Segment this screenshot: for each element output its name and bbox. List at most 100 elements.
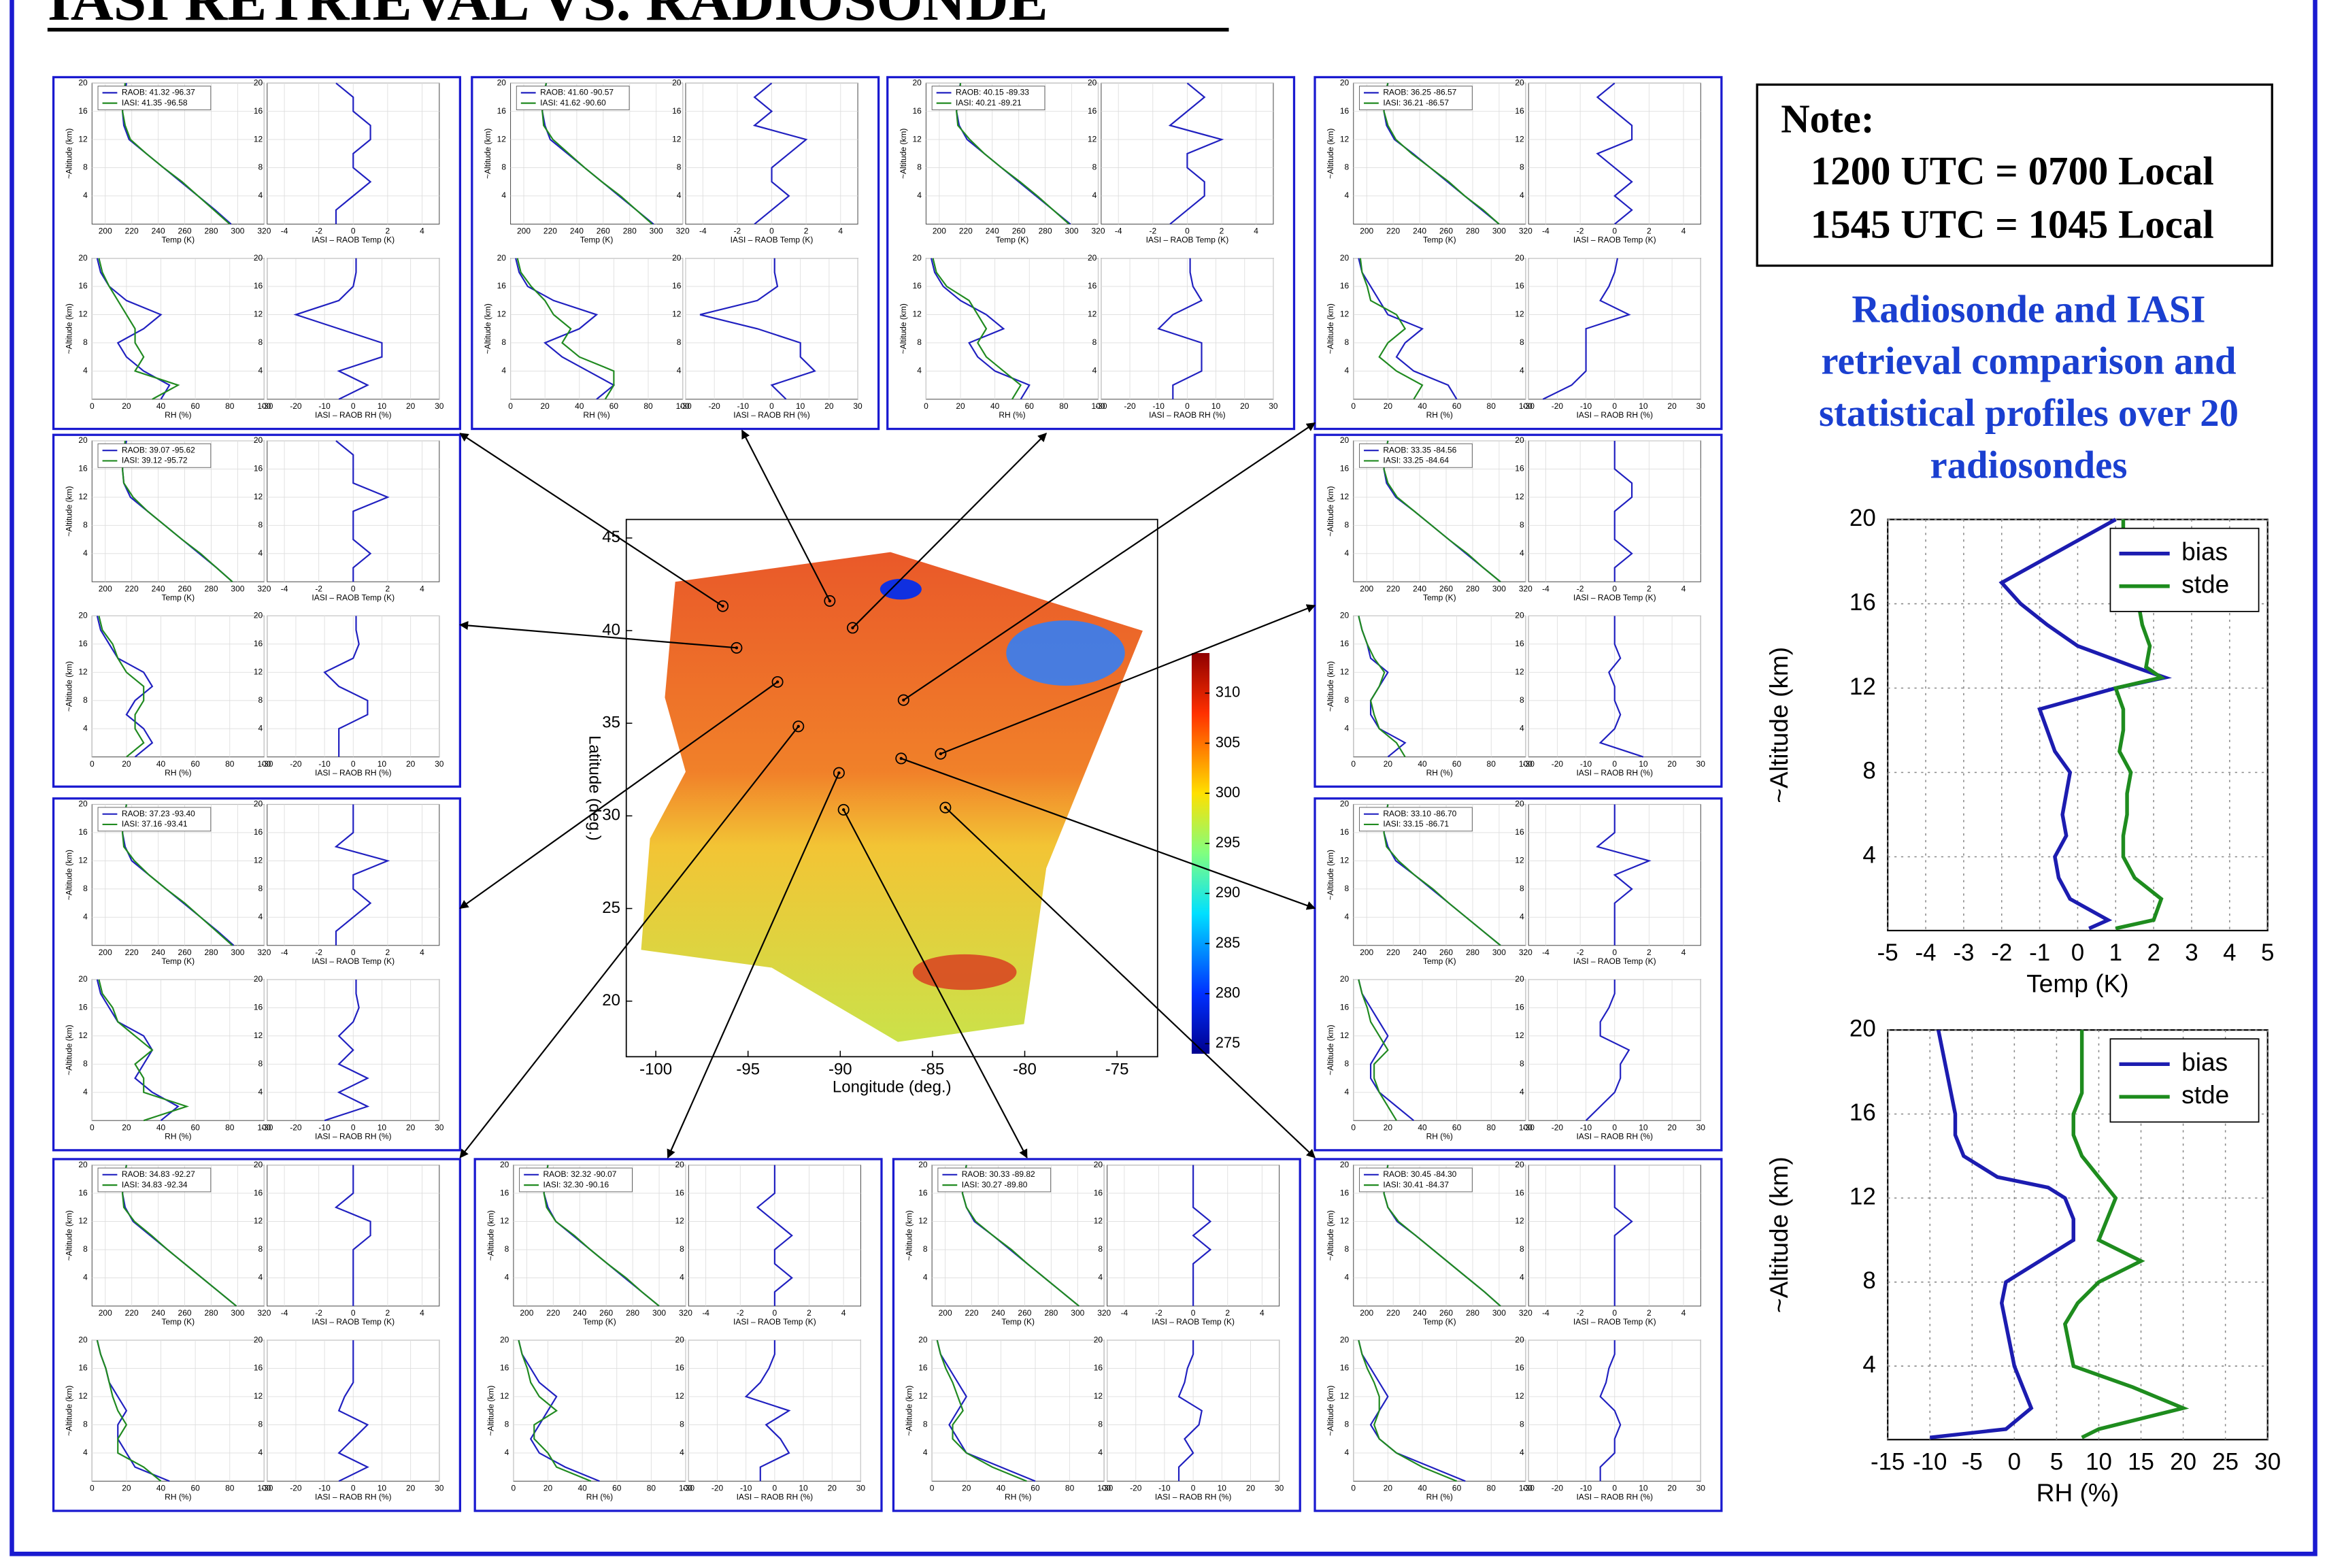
caption-line: retrieval comparison and xyxy=(1821,340,2236,383)
x-tick-label: 0 xyxy=(769,227,774,236)
x-tick-label: 80 xyxy=(1059,401,1069,411)
y-tick-label: 12 xyxy=(1515,856,1524,865)
x-tick-label: 320 xyxy=(1519,948,1533,957)
y-tick-label: 8 xyxy=(501,337,506,347)
x-tick-label: 240 xyxy=(1413,948,1426,957)
x-tick-label: 40 xyxy=(577,1483,587,1492)
x-tick-label: 300 xyxy=(652,1308,666,1318)
x-axis-label: RH (%) xyxy=(1426,1131,1453,1141)
x-tick-label: 200 xyxy=(1360,584,1373,593)
y-tick-label: 16 xyxy=(254,1363,263,1373)
y-tick-label: 16 xyxy=(78,106,88,116)
y-tick-label: 8 xyxy=(83,520,88,530)
x-tick-label: 40 xyxy=(1418,1483,1427,1492)
y-axis-label: ~Altitude (km) xyxy=(1326,1024,1335,1075)
x-tick-label: 0 xyxy=(1612,227,1617,236)
x-tick-label: 320 xyxy=(1519,227,1533,236)
x-axis-label: IASI – RAOB RH (%) xyxy=(1576,768,1653,778)
x-tick-label: -4 xyxy=(1915,939,1937,966)
y-tick-label: 16 xyxy=(1340,1363,1350,1373)
x-tick-label: -2 xyxy=(315,948,322,957)
y-tick-label: 16 xyxy=(1340,1188,1350,1197)
x-tick-label: -30 xyxy=(1095,401,1107,411)
y-tick-label: 12 xyxy=(78,1391,88,1401)
x-tick-label: 0 xyxy=(351,759,356,769)
x-tick-label: -20 xyxy=(1130,1483,1142,1492)
y-tick-label: 8 xyxy=(1520,163,1524,172)
x-tick-label: 80 xyxy=(1065,1483,1075,1492)
x-tick-label: 30 xyxy=(1696,759,1706,769)
x-tick-label: 280 xyxy=(204,227,218,236)
colorbar-tick-label: 310 xyxy=(1216,684,1240,701)
x-tick-label: -2 xyxy=(734,227,741,236)
y-tick-label: 12 xyxy=(1515,134,1524,144)
x-tick-label: 320 xyxy=(1092,227,1105,236)
y-tick-label: 8 xyxy=(1092,163,1097,172)
x-tick-label: 200 xyxy=(939,1308,952,1318)
x-tick-label: 60 xyxy=(612,1483,622,1492)
y-tick-label: 16 xyxy=(500,1188,509,1197)
y-tick-label: 4 xyxy=(501,190,506,200)
legend-label: IASI: 41.35 -96.58 xyxy=(122,98,188,107)
y-tick-label: 16 xyxy=(1849,1099,1876,1126)
x-tick-label: -10 xyxy=(1580,759,1592,769)
y-tick-label: 16 xyxy=(913,106,922,116)
x-tick-label: 320 xyxy=(679,1308,692,1318)
x-tick-label: 300 xyxy=(1492,1308,1506,1318)
y-tick-label: 16 xyxy=(1340,281,1350,290)
x-tick-label: 15 xyxy=(2128,1448,2154,1475)
x-tick-label: 320 xyxy=(1519,1308,1533,1318)
x-tick-label: 10 xyxy=(1639,759,1648,769)
y-tick-label: 12 xyxy=(254,1031,263,1040)
x-tick-label: 0 xyxy=(1351,1122,1356,1132)
x-tick-label: 280 xyxy=(1466,227,1479,236)
y-tick-label: 16 xyxy=(78,1188,88,1197)
station-dot xyxy=(902,699,905,701)
x-tick-label: -10 xyxy=(737,401,750,411)
y-tick-label: 20 xyxy=(675,1160,684,1169)
x-axis-label: IASI – RAOB Temp (K) xyxy=(733,1317,816,1327)
x-tick-label: 20 xyxy=(1240,401,1250,411)
y-tick-label: 12 xyxy=(1340,134,1350,144)
x-axis-label: Temp (K) xyxy=(162,235,195,245)
y-tick-label: 8 xyxy=(923,1420,928,1429)
x-axis-label: IASI – RAOB RH (%) xyxy=(1155,1492,1232,1502)
y-tick-label: 12 xyxy=(1515,492,1524,501)
y-axis-label: ~Altitude (km) xyxy=(65,129,74,179)
y-tick-label: 20 xyxy=(602,991,620,1010)
x-tick-label: -4 xyxy=(281,584,288,593)
x-tick-label: 2 xyxy=(807,1308,811,1318)
x-tick-label: 10 xyxy=(1218,1483,1227,1492)
x-axis-label: Temp (K) xyxy=(580,235,614,245)
legend-label: IASI: 36.21 -86.57 xyxy=(1383,98,1449,107)
x-tick-label: 60 xyxy=(1452,1483,1462,1492)
x-tick-label: -10 xyxy=(1153,401,1165,411)
x-tick-label: 80 xyxy=(1487,759,1496,769)
y-tick-label: 12 xyxy=(1088,134,1097,144)
y-tick-label: 12 xyxy=(254,1216,263,1226)
y-axis-label: ~Altitude (km) xyxy=(65,1024,74,1075)
y-axis-label: ~Altitude (km) xyxy=(65,1210,74,1261)
y-tick-label: 20 xyxy=(78,799,88,809)
x-tick-label: 4 xyxy=(1260,1308,1265,1318)
x-tick-label: 20 xyxy=(540,401,550,411)
x-tick-label: -4 xyxy=(1542,1308,1550,1318)
note-line: 1200 UTC = 0700 Local xyxy=(1811,149,2214,193)
x-tick-label: 20 xyxy=(2170,1448,2196,1475)
x-tick-label: 0 xyxy=(90,759,95,769)
caption: Radiosonde and IASI retrieval comparison… xyxy=(1819,288,2239,486)
x-tick-label: 260 xyxy=(599,1308,613,1318)
y-tick-label: 12 xyxy=(1515,1216,1524,1226)
y-tick-label: 20 xyxy=(78,974,88,984)
x-tick-label: 240 xyxy=(573,1308,586,1318)
x-tick-label: 10 xyxy=(1639,401,1648,411)
y-tick-label: 12 xyxy=(1515,310,1524,319)
legend-label: RAOB: 33.35 -84.56 xyxy=(1383,445,1456,454)
y-tick-label: 8 xyxy=(917,163,922,172)
x-tick-label: 240 xyxy=(991,1308,1005,1318)
x-tick-label: -5 xyxy=(1877,939,1898,966)
y-tick-label: 8 xyxy=(258,337,263,347)
y-tick-label: 12 xyxy=(254,667,263,676)
y-tick-label: 12 xyxy=(254,310,263,319)
y-tick-label: 20 xyxy=(1340,435,1350,445)
